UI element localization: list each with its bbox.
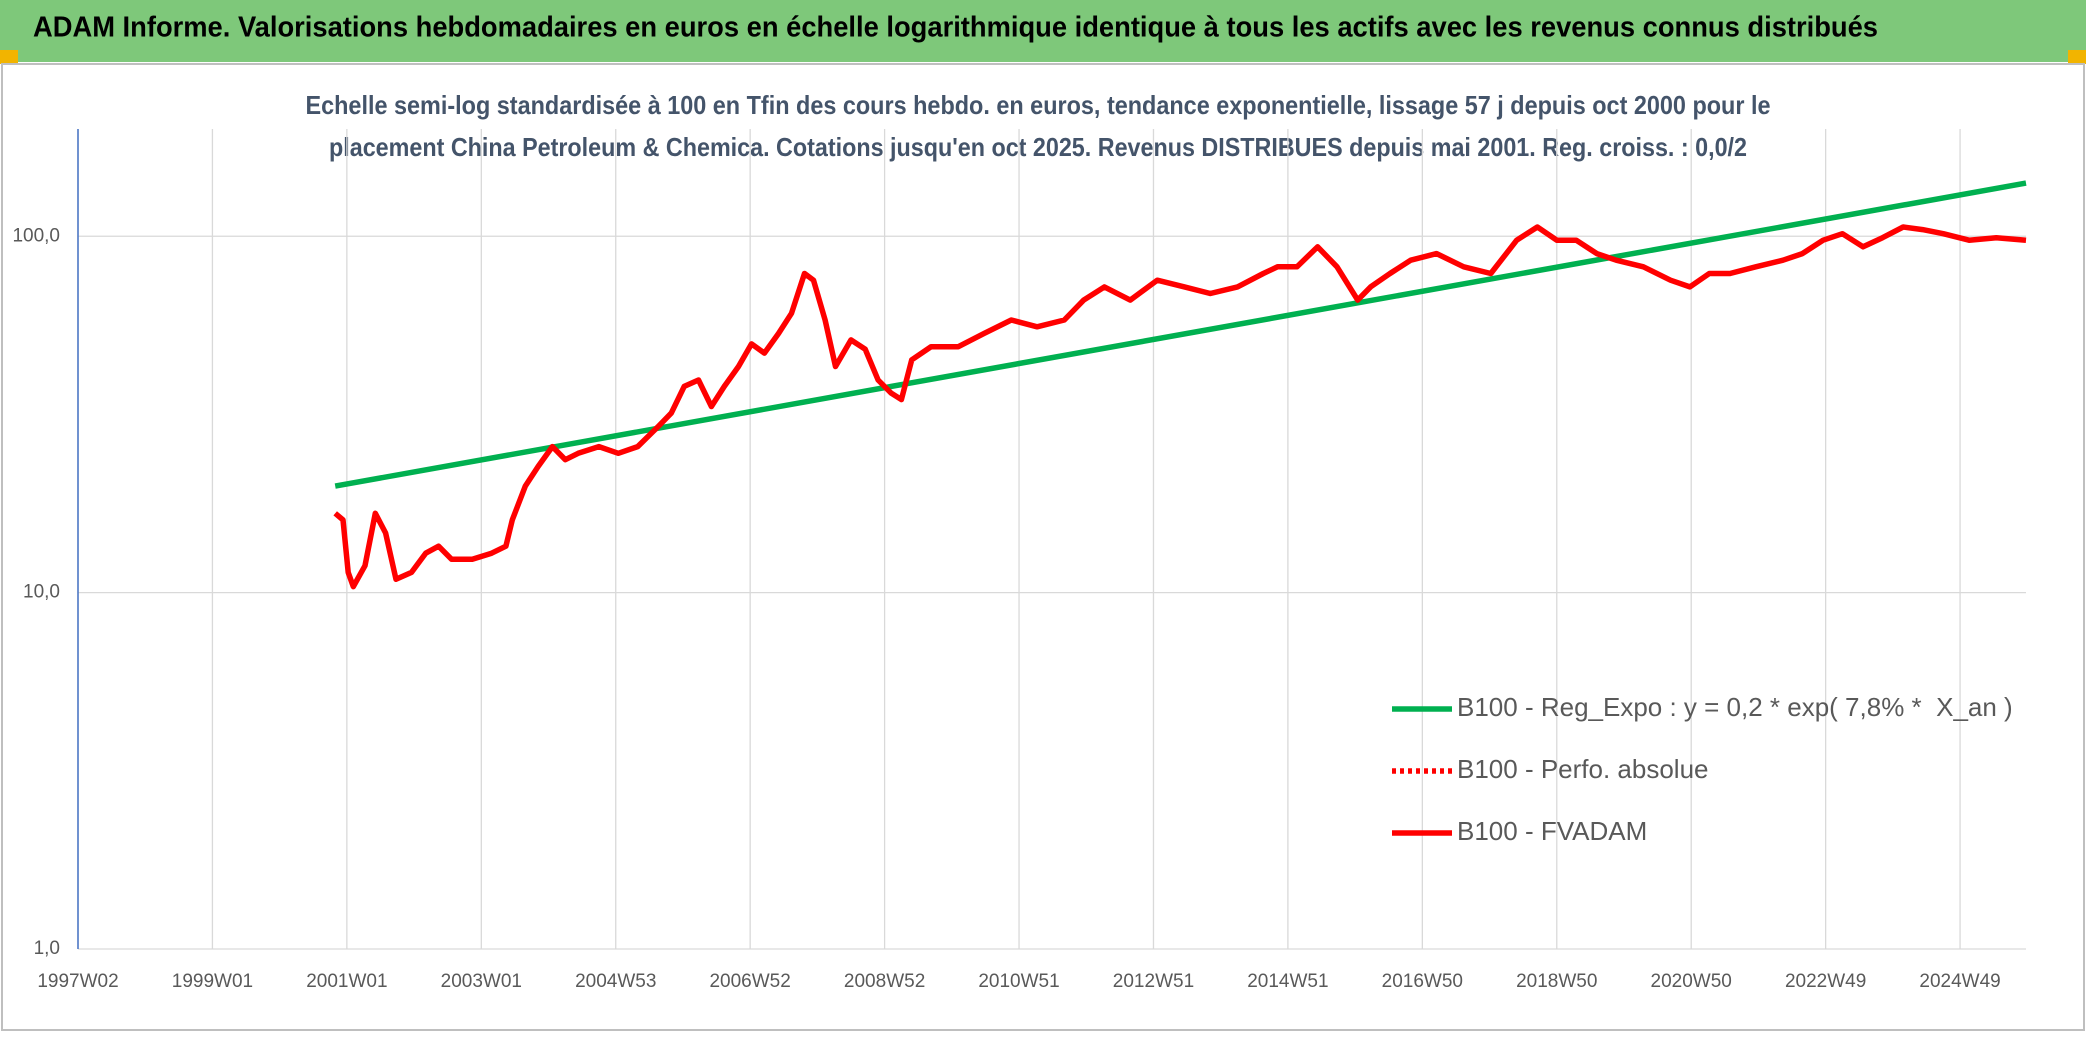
x-tick-label: 2006W52 bbox=[709, 971, 790, 992]
chart-subtitle: Echelle semi-log standardisée à 100 en T… bbox=[306, 90, 1771, 120]
corner bbox=[0, 50, 18, 64]
x-tick-label: 2022W49 bbox=[1785, 971, 1866, 992]
x-tick-label: 1997W02 bbox=[37, 971, 118, 992]
header-bar bbox=[0, 0, 2086, 62]
corner bbox=[2068, 50, 2086, 64]
x-tick-label: 2001W01 bbox=[306, 971, 387, 992]
legend-label: B100 - Perfo. absolue bbox=[1457, 754, 1709, 784]
legend-label: B100 - Reg_Expo : y = 0,2 * exp( 7,8% * … bbox=[1457, 692, 2013, 722]
legend-label: B100 - FVADAM bbox=[1457, 816, 1647, 846]
chart-title: ADAM Informe. Valorisations hebdomadaire… bbox=[33, 12, 1878, 44]
x-tick-label: 2004W53 bbox=[575, 971, 656, 992]
data-line bbox=[334, 180, 2027, 489]
x-tick-label: 2018W50 bbox=[1516, 971, 1597, 992]
x-tick-label: 1999W01 bbox=[172, 971, 253, 992]
x-tick-label: 2012W51 bbox=[1113, 971, 1194, 992]
x-tick-label: 2008W52 bbox=[844, 971, 925, 992]
y-tick-label: 10,0 bbox=[23, 582, 60, 603]
x-tick-label: 2003W01 bbox=[441, 971, 522, 992]
x-tick-label: 2020W50 bbox=[1651, 971, 1732, 992]
chart-subtitle: placement China Petroleum & Chemica. Cot… bbox=[329, 132, 1747, 162]
chart-frame bbox=[1, 63, 2085, 1031]
y-tick-label: 100,0 bbox=[12, 225, 60, 246]
data-line bbox=[333, 224, 2027, 590]
x-tick-label: 2014W51 bbox=[1247, 971, 1328, 992]
x-tick-label: 2016W50 bbox=[1382, 971, 1463, 992]
y-tick-label: 1,0 bbox=[34, 938, 60, 959]
x-tick-label: 2010W51 bbox=[978, 971, 1059, 992]
x-tick-label: 2024W49 bbox=[1919, 971, 2000, 992]
